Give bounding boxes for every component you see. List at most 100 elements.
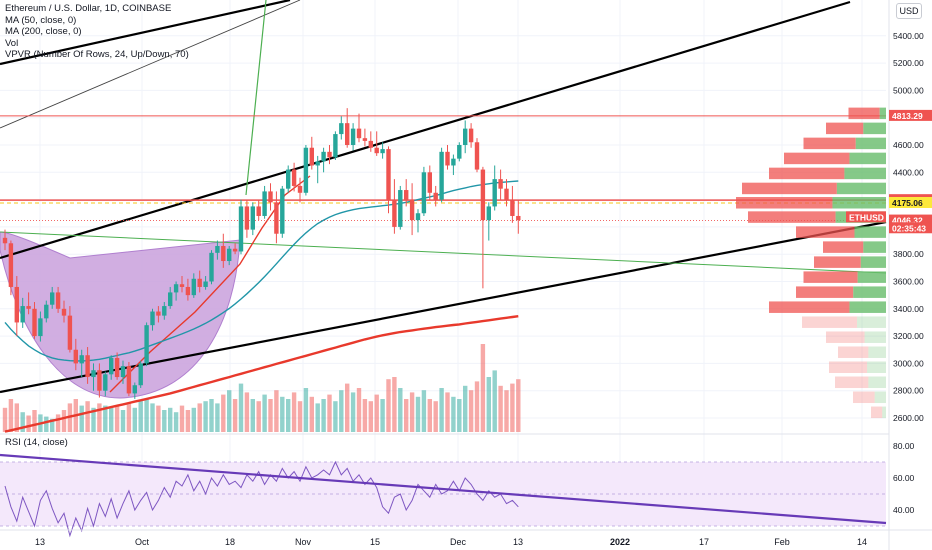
price-label: 4813.29 <box>892 111 923 121</box>
volume-bar <box>150 403 155 432</box>
candle <box>150 308 155 331</box>
rsi-legend[interactable]: RSI (14, close) <box>5 437 68 448</box>
candle <box>197 270 202 293</box>
candle <box>38 311 43 342</box>
vpvr-bar-up <box>855 137 886 150</box>
price-tick: 5400.00 <box>893 31 924 41</box>
price-tick: 2800.00 <box>893 386 924 396</box>
volume-bar <box>126 403 132 432</box>
candle <box>262 185 267 219</box>
time-axis: 13 Oct 18 Nov 15 Dec 13 2022 17 Feb 14 <box>35 537 867 547</box>
candle <box>50 286 55 309</box>
volume-bar <box>303 388 309 432</box>
vpvr-bar-down <box>803 137 856 150</box>
time-tick: Nov <box>295 537 312 547</box>
candle <box>404 179 409 207</box>
volume-bar <box>168 407 173 432</box>
volume-bar <box>433 401 438 432</box>
candle-body <box>14 286 19 323</box>
symbol-title[interactable]: Ethereum / U.S. Dollar, 1D, COINBASE <box>5 3 172 14</box>
candle <box>409 183 415 236</box>
currency-button[interactable]: USD <box>896 3 922 19</box>
candles <box>2 108 521 399</box>
trend-line-channel-top <box>0 0 851 260</box>
rsi-tick: 60.00 <box>893 473 915 483</box>
candle <box>244 199 250 238</box>
vpvr-bar-down <box>802 316 858 328</box>
candle <box>333 131 338 161</box>
candle-body <box>114 357 120 378</box>
volume-bar <box>392 377 397 432</box>
vpvr-bar-up <box>868 376 886 389</box>
time-tick: 15 <box>370 537 380 547</box>
ma200-legend[interactable]: MA (200, close, 0) <box>5 26 82 38</box>
price-axis-bg <box>889 0 932 550</box>
candle <box>162 301 167 320</box>
volume-bar <box>421 390 427 432</box>
volume-bar <box>327 394 332 432</box>
volume-legend[interactable]: Vol <box>5 37 19 49</box>
vpvr-legend[interactable]: VPVR (Number Of Rows, 24, Up/Down, 70) <box>5 49 189 61</box>
volume-bar <box>486 377 491 432</box>
candle <box>8 240 14 296</box>
candle-body <box>321 151 326 162</box>
price-label-bg <box>846 211 886 223</box>
volume-bar <box>374 394 379 432</box>
price-label: 4046.32 <box>892 216 923 226</box>
volume-bar <box>14 403 19 432</box>
vpvr-bar-up <box>863 122 886 135</box>
ma50-legend[interactable]: MA (50, close, 0) <box>5 14 77 26</box>
volume-bar <box>103 405 108 432</box>
price-label: 02:35:43 <box>892 223 926 233</box>
candle <box>280 185 285 238</box>
candle <box>256 199 261 221</box>
candle-body <box>209 252 214 282</box>
candle-body <box>409 199 415 221</box>
vpvr-bar-down <box>803 271 858 283</box>
volume-bar <box>516 379 521 432</box>
candle <box>463 120 468 154</box>
candle-body <box>221 246 226 262</box>
candle <box>274 191 279 244</box>
volume-bar <box>191 407 196 432</box>
candle <box>168 286 173 309</box>
volume-bar <box>439 388 444 432</box>
volume-bar <box>356 388 362 432</box>
vpvr-bar-up <box>882 406 886 419</box>
volume-bar <box>274 390 279 432</box>
candle <box>61 300 67 323</box>
volume-bar <box>463 385 468 432</box>
price-tick: 3800.00 <box>893 249 924 259</box>
candle-body <box>297 185 303 193</box>
ma50-line <box>4 180 519 362</box>
candle-body <box>138 363 143 386</box>
candle-body <box>61 308 67 316</box>
volume-bar <box>232 399 238 432</box>
vpvr-bar-down <box>769 301 850 313</box>
candle-body <box>356 128 362 139</box>
candle-body <box>20 306 25 323</box>
candle-body <box>32 308 37 337</box>
price-label-bg <box>889 109 932 121</box>
candle-body <box>362 138 368 141</box>
candle <box>268 183 273 211</box>
candle-body <box>492 179 497 207</box>
candle-body <box>2 237 8 244</box>
candle <box>510 185 515 223</box>
candle-body <box>55 292 61 309</box>
candle-body <box>309 147 314 166</box>
volume-bar <box>409 392 415 432</box>
volume-bar <box>227 390 232 432</box>
chart-legend: Ethereum / U.S. Dollar, 1D, COINBASE MA … <box>5 3 189 61</box>
volume-bar <box>309 396 314 432</box>
vpvr-bar-up <box>864 331 886 343</box>
candle-body <box>185 286 191 296</box>
candle <box>126 362 132 397</box>
candle <box>114 352 120 380</box>
candle-body <box>256 206 261 216</box>
candle <box>380 142 385 159</box>
candle <box>55 286 61 313</box>
price-tick: 3600.00 <box>893 277 924 287</box>
candle-body <box>504 188 509 200</box>
